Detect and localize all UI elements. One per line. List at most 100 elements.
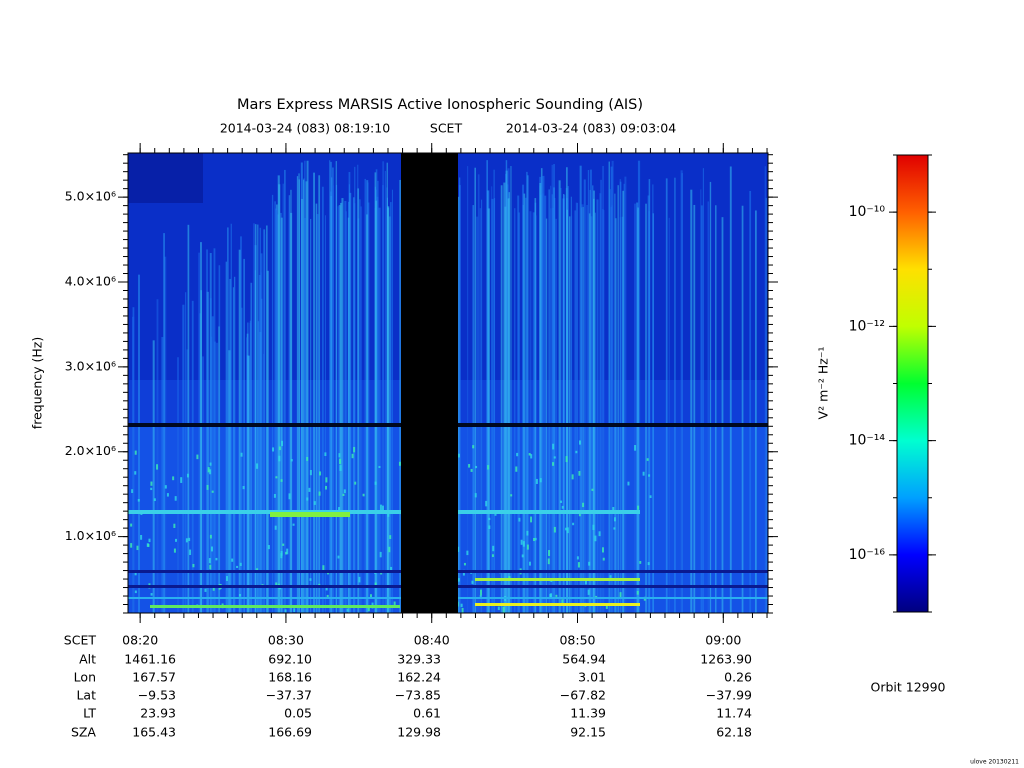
ephemeris-row-label: SZA	[71, 725, 96, 740]
spectrogram-speck	[379, 551, 382, 558]
spectrogram-stripe	[353, 203, 356, 613]
spectrogram-stripe	[375, 200, 378, 613]
spectrogram-stripe	[200, 242, 202, 614]
ephemeris-value: 165.43	[132, 725, 176, 740]
spectrogram-stripe	[648, 211, 650, 613]
spectrogram-stripe	[479, 208, 482, 613]
spectrogram-speck	[338, 453, 341, 458]
spectrogram-stripe	[532, 212, 535, 613]
spectrogram-speck	[282, 543, 285, 546]
spectrogram-speck	[475, 465, 478, 469]
spectrogram-speck	[461, 607, 464, 614]
spectrogram-stripe	[637, 160, 641, 614]
spectrogram-stripe	[302, 179, 305, 613]
spectrogram-speck	[378, 465, 381, 469]
spectrogram-speck	[587, 589, 590, 595]
spectrogram-speck	[280, 553, 283, 559]
ephemeris-value: 329.33	[397, 652, 441, 667]
spectrogram-stripe	[596, 199, 599, 613]
spectrogram-speck	[468, 464, 471, 468]
ephemeris-row-label: SCET	[64, 633, 97, 648]
spectrogram-stripe	[335, 184, 338, 614]
spectrogram-speck	[457, 546, 460, 552]
spectrogram-stripe	[765, 197, 767, 614]
spectrogram-stripe	[290, 189, 292, 613]
spectrogram-stripe	[318, 175, 321, 613]
spectrogram-stripe	[680, 170, 683, 613]
spectrogram-stripe	[505, 160, 508, 613]
spectrogram-stripe	[249, 322, 252, 613]
spectrogram-stripe	[652, 213, 655, 613]
spectrogram-stripe	[707, 201, 710, 613]
spectrogram-speck	[646, 458, 649, 461]
spectrogram-stripe	[467, 166, 469, 613]
spectrogram-speck	[207, 467, 210, 473]
spectrogram-speck	[565, 527, 568, 531]
spectrogram-speck	[381, 505, 384, 511]
spectrogram-stripe	[617, 185, 619, 613]
spectrogram-stripe	[477, 174, 480, 613]
spectrogram-band	[475, 603, 640, 606]
spectrogram-speck	[309, 469, 312, 476]
spectrogram-speck	[275, 476, 278, 479]
spectrogram-stripe	[347, 217, 350, 614]
spectrogram-speck	[502, 606, 505, 613]
ephemeris-value: −9.53	[138, 688, 176, 703]
spectrogram-speck	[374, 582, 377, 587]
spectrogram-stripe	[185, 292, 187, 613]
spectrogram-speck	[231, 558, 234, 562]
ephemeris-value: −67.82	[560, 688, 606, 703]
spectrogram-stripe	[754, 210, 757, 614]
spectrogram-speck	[578, 440, 581, 445]
spectrogram-speck	[510, 494, 513, 497]
spectrogram-speck	[578, 471, 581, 476]
ephemeris-value: 0.61	[413, 706, 441, 721]
spectrogram-speck	[647, 562, 650, 566]
spectrogram-stripe	[608, 189, 611, 613]
spectrogram-stripe	[191, 300, 194, 613]
spectrogram-speck	[571, 474, 574, 480]
plot-frame	[127, 152, 769, 614]
spectrogram-speck	[515, 466, 518, 472]
spectrogram-stripe	[315, 203, 318, 613]
spectrogram-speck	[173, 548, 176, 553]
spectrogram-speck	[189, 549, 192, 555]
spectrogram-speck	[134, 572, 137, 576]
y-tick-label: 2.0×10⁶	[65, 443, 116, 458]
spectrogram-speck	[639, 560, 642, 564]
spectrogram-stripe	[636, 202, 639, 613]
spectrogram-speck	[256, 568, 259, 572]
spectrogram-speck	[488, 517, 491, 521]
spectrogram-stripe	[161, 337, 164, 613]
spectrogram-stripe	[524, 197, 527, 614]
spectrogram-speck	[548, 550, 551, 556]
spectrogram-speck	[539, 478, 542, 483]
spectrogram-speck	[136, 545, 139, 551]
spectrogram-stripe	[624, 176, 627, 613]
spectrogram-stripe	[619, 181, 622, 614]
spectrogram-speck	[290, 459, 293, 462]
spectrogram-speck	[609, 575, 612, 578]
spectrogram-speck	[594, 535, 597, 542]
spectrogram-speck	[322, 565, 325, 571]
spectrogram-speck	[492, 545, 495, 552]
spectrogram-speck	[308, 487, 311, 492]
spectrogram-speck	[460, 603, 463, 608]
spectrogram-speck	[148, 538, 151, 543]
spectrogram-speck	[550, 593, 553, 600]
spectrogram-speck	[351, 453, 354, 459]
spectrogram-stripe	[215, 342, 219, 613]
spectrogram-speck	[134, 590, 137, 594]
spectrogram-stripe	[614, 193, 616, 613]
spectrogram-speck	[239, 593, 242, 597]
spectrogram-stripe	[248, 355, 251, 613]
spectrogram-speck	[636, 590, 639, 595]
spectrogram-speck	[273, 493, 276, 498]
spectrogram-speck	[313, 501, 316, 505]
spectrogram-stripe	[715, 205, 717, 613]
spectrogram-stripe	[214, 341, 216, 613]
spectrogram-speck	[278, 446, 281, 451]
spectrogram-speck	[288, 493, 291, 500]
spectrogram-stripe	[164, 256, 167, 613]
